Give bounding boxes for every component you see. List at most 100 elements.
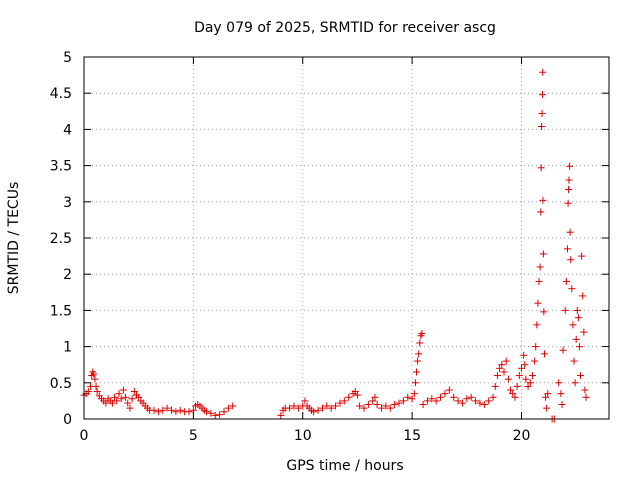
data-point bbox=[163, 404, 171, 412]
axes: 0 0.5 1 1.5 2 2.5 3 3.5 4 4.5 5 0 5 10 15 20 bbox=[50, 50, 609, 444]
data-point bbox=[115, 390, 123, 398]
data-point bbox=[391, 401, 399, 409]
data-point bbox=[410, 390, 418, 398]
data-point bbox=[566, 162, 574, 170]
data-point bbox=[130, 387, 138, 395]
data-point bbox=[220, 408, 228, 416]
data-point bbox=[371, 393, 379, 401]
data-point bbox=[314, 406, 322, 414]
data-point bbox=[524, 382, 532, 390]
data-point bbox=[203, 408, 210, 416]
data-point bbox=[577, 372, 585, 380]
data-point bbox=[432, 397, 440, 405]
data-point bbox=[575, 343, 583, 351]
data-point bbox=[416, 339, 424, 347]
data-point bbox=[128, 395, 136, 403]
x-tick-label: 5 bbox=[189, 428, 198, 444]
data-point bbox=[573, 306, 581, 314]
data-point bbox=[507, 386, 515, 394]
data-point bbox=[539, 91, 546, 99]
data-point bbox=[540, 350, 548, 358]
data-point bbox=[229, 402, 237, 410]
data-point bbox=[411, 379, 419, 387]
data-point bbox=[520, 351, 528, 359]
data-point bbox=[569, 321, 577, 329]
y-tick-label: 3 bbox=[63, 195, 72, 211]
data-point bbox=[454, 397, 462, 405]
data-point bbox=[568, 285, 576, 293]
data-point bbox=[567, 256, 575, 264]
data-point bbox=[159, 406, 167, 414]
data-point bbox=[340, 397, 348, 405]
data-point bbox=[445, 386, 453, 394]
data-point bbox=[399, 397, 407, 405]
data-point bbox=[544, 390, 552, 398]
data-point bbox=[542, 393, 550, 401]
plot-frame bbox=[83, 56, 610, 420]
data-point bbox=[327, 404, 335, 412]
data-point bbox=[301, 397, 309, 405]
data-point bbox=[437, 393, 445, 401]
data-point bbox=[373, 401, 381, 409]
data-point bbox=[90, 370, 98, 378]
data-point bbox=[382, 402, 390, 410]
data-point bbox=[463, 395, 471, 403]
data-point bbox=[418, 330, 426, 338]
data-point bbox=[336, 399, 344, 407]
data-point bbox=[419, 401, 427, 409]
data-point bbox=[113, 397, 121, 405]
data-point bbox=[356, 402, 364, 410]
data-point bbox=[408, 395, 416, 403]
data-point bbox=[531, 357, 539, 365]
data-point bbox=[124, 399, 132, 407]
data-point bbox=[500, 368, 508, 376]
data-point bbox=[122, 393, 130, 401]
data-point bbox=[364, 401, 372, 409]
data-point bbox=[91, 375, 99, 383]
x-tick-label: 0 bbox=[80, 428, 89, 444]
y-tick-label: 2 bbox=[63, 267, 72, 283]
data-point bbox=[111, 393, 119, 401]
y-tick-label: 0.5 bbox=[50, 376, 72, 392]
data-point bbox=[533, 321, 541, 329]
data-point bbox=[571, 379, 579, 387]
data-point bbox=[578, 252, 586, 260]
data-point bbox=[534, 299, 542, 307]
data-point bbox=[555, 379, 563, 387]
data-point bbox=[472, 397, 480, 405]
data-point bbox=[522, 375, 530, 383]
data-point bbox=[290, 402, 298, 410]
data-point bbox=[504, 375, 512, 383]
data-point bbox=[119, 386, 127, 394]
data-point bbox=[176, 406, 184, 414]
data-point bbox=[207, 409, 215, 417]
data-point bbox=[93, 387, 101, 395]
data-point bbox=[277, 411, 285, 419]
data-point bbox=[216, 411, 224, 419]
data-point bbox=[528, 372, 536, 380]
data-point bbox=[561, 306, 569, 314]
data-point bbox=[286, 404, 294, 412]
data-point bbox=[491, 382, 499, 390]
data-point bbox=[496, 364, 504, 372]
data-point bbox=[540, 308, 548, 316]
data-point bbox=[562, 277, 570, 285]
x-tick-label: 10 bbox=[294, 428, 312, 444]
data-point bbox=[572, 335, 580, 343]
data-point bbox=[480, 401, 488, 409]
data-point bbox=[108, 399, 116, 407]
data-point bbox=[84, 387, 92, 395]
chart-title: Day 079 of 2025, SRMTID for receiver asc… bbox=[194, 20, 496, 36]
data-point bbox=[369, 397, 377, 405]
data-point bbox=[518, 364, 525, 372]
data-point bbox=[509, 390, 517, 398]
data-point bbox=[502, 357, 510, 365]
data-point bbox=[467, 393, 475, 401]
data-point bbox=[559, 346, 567, 354]
data-point bbox=[539, 68, 547, 76]
data-point bbox=[513, 382, 521, 390]
data-point bbox=[570, 357, 578, 365]
data-point bbox=[294, 404, 302, 412]
data-point bbox=[318, 404, 326, 412]
